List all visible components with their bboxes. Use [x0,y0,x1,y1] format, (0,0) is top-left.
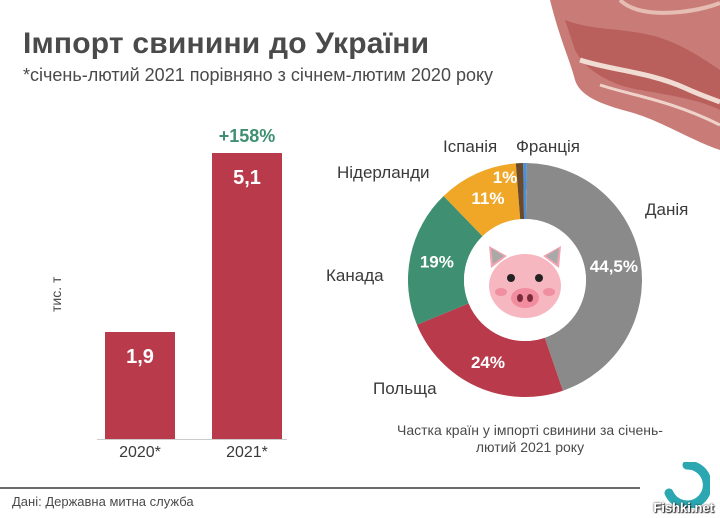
source-note: Дані: Державна митна служба [12,494,194,509]
label-canada: Канада [326,266,384,285]
label-poland: Польща [373,379,437,398]
slice-label-netherlands: 11% [471,189,504,208]
label-netherlands: Нідерланди [337,163,430,182]
bar-0: 1,9 [105,332,175,439]
slice-label-denmark: 44,5% [590,257,638,276]
page-subtitle: *січень-лютий 2021 порівняно з січнем-лю… [23,65,494,85]
brand-logo-icon [664,462,710,508]
label-spain: Іспанія [443,137,498,156]
watermark: Fishki.net [653,500,714,515]
slice-poland [416,303,563,397]
bar-category-label: 2021* [226,444,268,461]
slice-spain [515,163,525,220]
pig-icon [489,246,561,318]
slice-canada [408,195,483,325]
slice-label-spain: 1% [493,168,518,187]
donut-caption: Частка країн у імпорті свинини за січень… [397,422,663,455]
footer-divider [0,487,640,489]
meat-image [550,0,720,150]
label-france: Франція [516,137,580,156]
bar-category-label: 2020* [119,444,161,461]
label-denmark: Данія [645,200,689,219]
slice-netherlands [443,163,521,237]
bar-ylabel: тис. т [48,276,64,312]
bar-baseline [97,439,287,440]
slice-label-poland: 24% [471,353,505,372]
slice-label-canada: 19% [420,253,454,272]
slice-denmark [525,163,643,391]
bar-value-label: 1,9 [126,346,154,368]
donut-chart: 0,5%44,5%24%19%11%1% [408,163,643,397]
page-title: Імпорт свинини до України [23,27,430,60]
slice-france [523,163,527,220]
bar-value-label: 5,1 [233,167,261,189]
growth-annotation: +158% [218,126,276,146]
bar-1: 5,1 [212,153,282,439]
